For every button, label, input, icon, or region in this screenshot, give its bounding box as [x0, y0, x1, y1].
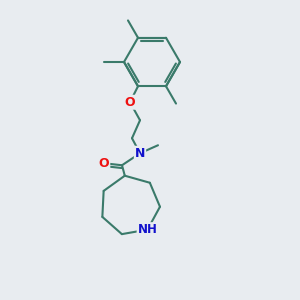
- Text: N: N: [135, 147, 145, 160]
- Text: O: O: [125, 96, 135, 109]
- Text: O: O: [99, 157, 109, 170]
- Text: NH: NH: [138, 223, 158, 236]
